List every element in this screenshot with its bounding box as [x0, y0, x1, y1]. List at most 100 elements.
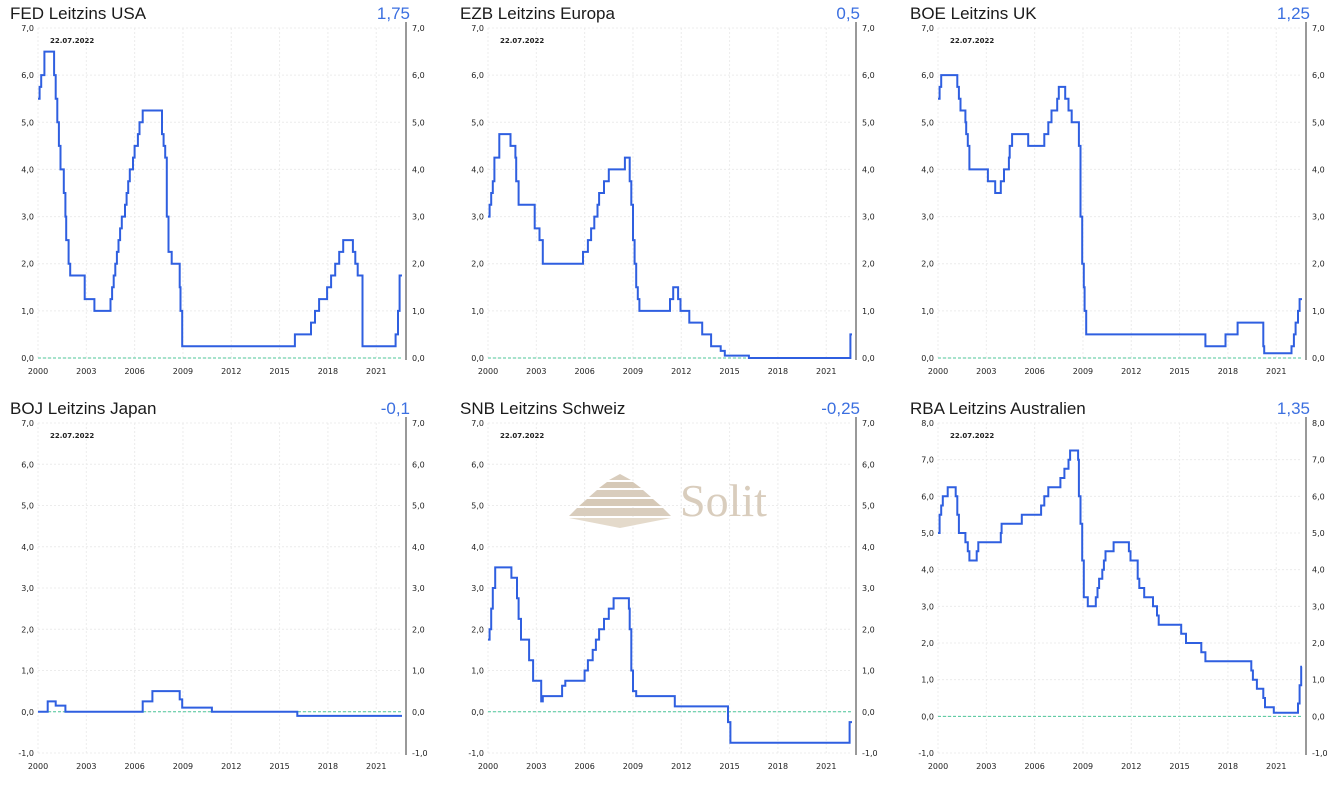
y-tick-label-left: 0,0 — [21, 354, 34, 363]
chart-svg: 0,0 0,0 1,0 1,0 2,0 2,0 3,0 3,0 4,0 4,0 5,0 5,0 6,0 6… — [21, 22, 425, 376]
y-tick-label-right: 6,0 — [862, 71, 875, 80]
y-tick-label-left: 1,0 — [471, 307, 484, 316]
y-tick-label-right: 6,0 — [1312, 71, 1325, 80]
current-rate-value: 0,5 — [836, 4, 860, 23]
date-label: 22.07.2022 — [500, 432, 544, 440]
y-tick-label-left: 7,0 — [471, 24, 484, 33]
current-rate-value: -0,25 — [821, 399, 860, 418]
x-tick-label: 2003 — [976, 367, 996, 376]
x-tick-label: 2018 — [1218, 367, 1238, 376]
y-tick-label-right: 1,0 — [1312, 307, 1325, 316]
y-tick-label-left: 3,0 — [471, 584, 484, 593]
y-tick-label-left: 4,0 — [921, 566, 934, 575]
chart-title: BOE Leitzins UK — [910, 4, 1037, 23]
current-rate-value: -0,1 — [380, 399, 410, 418]
y-tick-label-left: 4,0 — [471, 543, 484, 552]
chart-panel: FED Leitzins USA 1,75 0,0 0,0 1,0 1,0 2,0 2,0 3,… — [0, 0, 440, 385]
y-tick-label-left: 5,0 — [21, 118, 34, 127]
solit-pyramid-icon — [569, 474, 671, 528]
rate-series-line — [488, 566, 852, 744]
y-tick-label-left: 5,0 — [921, 529, 934, 538]
y-tick-label-right: -1,0 — [862, 749, 878, 758]
y-tick-label-right: 0,0 — [412, 354, 425, 363]
y-tick-label-right: 7,0 — [412, 24, 425, 33]
y-tick-label-left: 6,0 — [471, 71, 484, 80]
x-tick-label: 2012 — [221, 367, 241, 376]
y-tick-label-left: 3,0 — [21, 213, 34, 222]
y-tick-label-right: 1,0 — [412, 307, 425, 316]
y-tick-label-left: 1,0 — [21, 307, 34, 316]
current-rate-value: 1,25 — [1276, 4, 1310, 23]
y-tick-label-left: 2,0 — [471, 625, 484, 634]
x-tick-label: 2009 — [1073, 367, 1093, 376]
chart-title: BOJ Leitzins Japan — [10, 399, 157, 418]
x-tick-label: 2006 — [1024, 367, 1044, 376]
rate-series-line — [488, 133, 852, 359]
y-tick-label-right: 3,0 — [1312, 602, 1325, 611]
y-tick-label-right: 4,0 — [862, 165, 875, 174]
chart-svg: -1,0 -1,0 0,0 0,0 1,0 1,0 2,0 2,0 3,0 3,0 4,0 4,0 5,… — [918, 417, 1328, 771]
y-tick-label-right: 4,0 — [862, 543, 875, 552]
y-tick-label-left: 0,0 — [921, 712, 934, 721]
y-tick-label-right: 5,0 — [862, 118, 875, 127]
chart-panel: EZB Leitzins Europa 0,5 0,0 0,0 1,0 1,0 2,0 2,0… — [450, 0, 890, 385]
x-tick-label: 2021 — [366, 762, 386, 771]
y-tick-label-right: 1,0 — [862, 307, 875, 316]
chart-svg: -1,0 -1,0 0,0 0,0 1,0 1,0 2,0 2,0 3,0 3,0 4,0 4,0 5,… — [18, 417, 428, 771]
solit-watermark-logo: Solit — [565, 470, 795, 540]
date-label: 22.07.2022 — [950, 37, 994, 45]
x-tick-label: 2018 — [1218, 762, 1238, 771]
y-tick-label-right: 0,0 — [1312, 354, 1325, 363]
y-tick-label-left: 4,0 — [471, 165, 484, 174]
y-tick-label-left: 0,0 — [921, 354, 934, 363]
y-tick-label-left: 0,0 — [21, 708, 34, 717]
chart-svg: 0,0 0,0 1,0 1,0 2,0 2,0 3,0 3,0 4,0 4,0 5,0 5,0 6,0 6… — [471, 22, 875, 376]
y-tick-label-right: 1,0 — [1312, 676, 1325, 685]
y-tick-label-left: 3,0 — [921, 213, 934, 222]
y-tick-label-right: 4,0 — [412, 543, 425, 552]
x-tick-label: 2006 — [574, 367, 594, 376]
date-label: 22.07.2022 — [500, 37, 544, 45]
x-tick-label: 2021 — [816, 367, 836, 376]
y-tick-label-right: 2,0 — [862, 260, 875, 269]
x-tick-label: 2021 — [1266, 367, 1286, 376]
y-tick-label-left: -1,0 — [918, 749, 934, 758]
y-tick-label-left: 1,0 — [921, 676, 934, 685]
x-tick-label: 2015 — [269, 367, 289, 376]
y-tick-label-left: 4,0 — [21, 165, 34, 174]
y-tick-label-right: 4,0 — [1312, 566, 1325, 575]
y-tick-label-right: 3,0 — [862, 213, 875, 222]
y-tick-label-right: -1,0 — [1312, 749, 1328, 758]
y-tick-label-right: 3,0 — [412, 213, 425, 222]
x-tick-label: 2000 — [478, 762, 498, 771]
x-tick-label: 2006 — [124, 762, 144, 771]
y-tick-label-right: 6,0 — [412, 460, 425, 469]
y-tick-label-left: 6,0 — [921, 492, 934, 501]
y-tick-label-right: 6,0 — [412, 71, 425, 80]
y-tick-label-right: 2,0 — [1312, 639, 1325, 648]
rate-series-line — [38, 690, 402, 717]
y-tick-label-left: 3,0 — [921, 602, 934, 611]
y-tick-label-left: 6,0 — [471, 460, 484, 469]
x-tick-label: 2009 — [173, 762, 193, 771]
chart-title: FED Leitzins USA — [10, 4, 147, 23]
date-label: 22.07.2022 — [50, 432, 94, 440]
y-tick-label-left: 7,0 — [21, 24, 34, 33]
y-tick-label-left: 2,0 — [21, 625, 34, 634]
y-tick-label-left: 4,0 — [21, 543, 34, 552]
x-tick-label: 2012 — [221, 762, 241, 771]
x-tick-label: 2000 — [28, 762, 48, 771]
y-tick-label-right: 5,0 — [1312, 529, 1325, 538]
y-tick-label-right: 2,0 — [412, 625, 425, 634]
y-tick-label-left: 6,0 — [21, 71, 34, 80]
y-tick-label-right: 7,0 — [862, 24, 875, 33]
x-tick-label: 2015 — [719, 367, 739, 376]
y-tick-label-left: 6,0 — [21, 460, 34, 469]
chart-svg: 0,0 0,0 1,0 1,0 2,0 2,0 3,0 3,0 4,0 4,0 5,0 5,0 6,0 6… — [921, 22, 1325, 376]
x-tick-label: 2003 — [526, 762, 546, 771]
y-tick-label-right: 7,0 — [412, 419, 425, 428]
chart-title: RBA Leitzins Australien — [910, 399, 1086, 418]
y-tick-label-left: 7,0 — [921, 24, 934, 33]
y-tick-label-left: 5,0 — [471, 118, 484, 127]
y-tick-label-right: 2,0 — [1312, 260, 1325, 269]
